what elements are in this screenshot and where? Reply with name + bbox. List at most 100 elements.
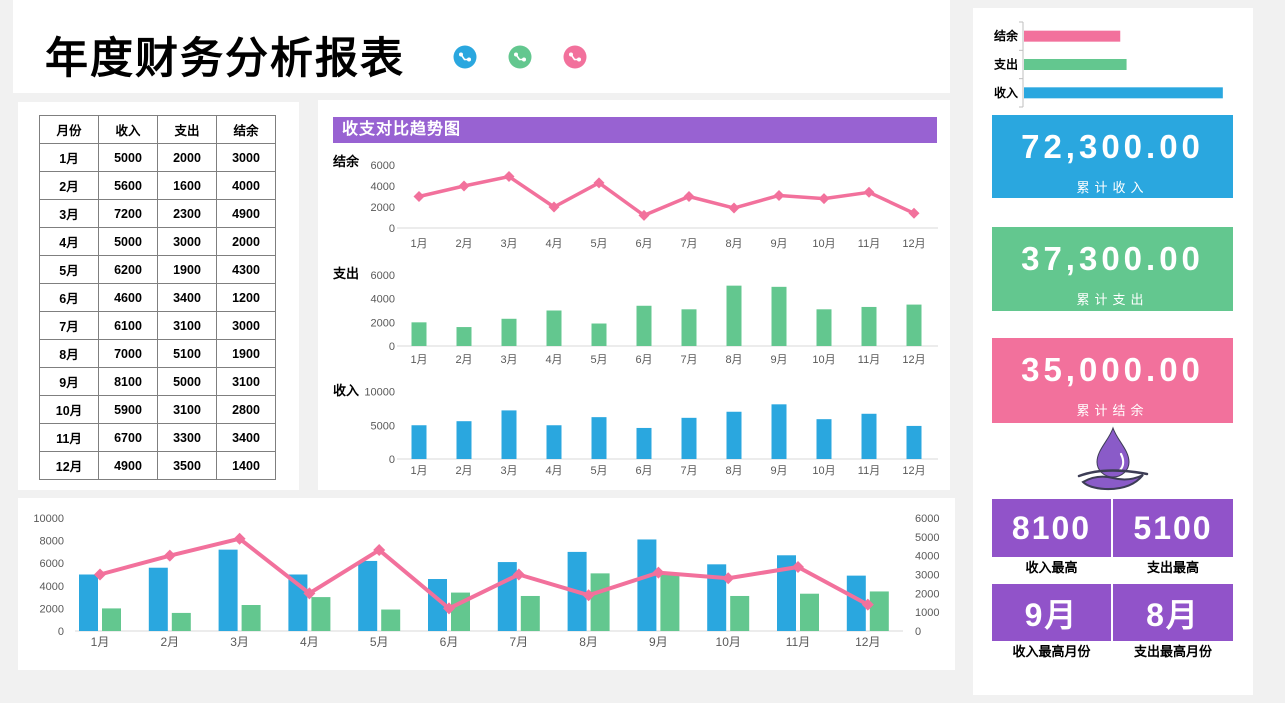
table-cell: 1200 [216, 283, 276, 312]
table-cell: 2800 [216, 395, 276, 424]
svg-text:收入: 收入 [333, 383, 359, 398]
svg-text:2000: 2000 [371, 317, 395, 329]
page-title: 年度财务分析报表 [45, 35, 405, 83]
svg-text:3月: 3月 [500, 238, 517, 250]
svg-text:6月: 6月 [635, 465, 652, 477]
svg-text:2000: 2000 [371, 202, 395, 214]
svg-text:8月: 8月 [725, 465, 742, 477]
title-panel: 年度财务分析报表 [13, 0, 950, 93]
total-balance-card: 35,000.00 累计结余 [992, 338, 1233, 423]
table-cell: 5000 [98, 227, 158, 256]
svg-text:6月: 6月 [635, 238, 652, 250]
col-header-income: 收入 [98, 115, 158, 144]
svg-text:1月: 1月 [410, 238, 427, 250]
table-row: 1月 5000 2000 3000 [39, 143, 276, 172]
svg-text:3月: 3月 [500, 354, 517, 366]
table-cell: 2300 [157, 199, 217, 228]
table-cell: 5100 [157, 339, 217, 368]
combo-chart-panel: 0 2000 4000 6000 8000 10000 0 1000 2000 3000 4000 5… [18, 498, 955, 670]
svg-text:2月: 2月 [455, 238, 472, 250]
trend-panel-title: 收支对比趋势图 [333, 117, 937, 143]
table-row: 8月 7000 5100 1900 [39, 339, 276, 368]
table-row: 3月 7200 2300 4900 [39, 199, 276, 228]
summary-panel: 结余 支出 收入 72,300.00 累计收入 37,300.00 累计支出 35,… [973, 8, 1253, 695]
svg-text:1月: 1月 [410, 465, 427, 477]
trend-charts-panel: 收支对比趋势图 结余 0 2000 4000 6000 1月 2月 3月 4月 5月 6月 7月 8月 9… [318, 100, 950, 490]
svg-text:支出: 支出 [332, 266, 359, 281]
table-row: 4月 5000 3000 2000 [39, 227, 276, 256]
table-row: 9月 8100 5000 3100 [39, 367, 276, 396]
max-income-month-card: 9月 [992, 584, 1111, 641]
svg-text:收入: 收入 [994, 85, 1018, 100]
svg-text:6000: 6000 [371, 160, 395, 172]
trend-mini-charts: 结余 0 2000 4000 6000 1月 2月 3月 4月 5月 6月 7月 8月 9月 10月 11月 1… [332, 154, 938, 477]
table-cell: 3400 [216, 423, 276, 452]
trend-line-icon-green[interactable] [508, 45, 532, 69]
total-expense-value: 37,300.00 [1021, 240, 1204, 277]
total-balance-value: 35,000.00 [1021, 351, 1204, 388]
table-cell: 12月 [39, 451, 99, 480]
table-cell: 5月 [39, 255, 99, 284]
table-cell: 3100 [157, 395, 217, 424]
svg-text:5月: 5月 [590, 465, 607, 477]
trend-line-icon-blue[interactable] [453, 45, 477, 69]
svg-text:结余: 结余 [333, 154, 360, 169]
total-income-card: 72,300.00 累计收入 [992, 115, 1233, 198]
table-cell: 7月 [39, 311, 99, 340]
svg-text:10000: 10000 [364, 387, 395, 399]
svg-text:7月: 7月 [680, 354, 697, 366]
max-expense-card: 5100 [1113, 499, 1233, 557]
table-cell: 4900 [98, 451, 158, 480]
svg-text:12月: 12月 [902, 238, 925, 250]
table-cell: 5000 [157, 367, 217, 396]
svg-text:2月: 2月 [160, 635, 179, 649]
table-cell: 5000 [98, 143, 158, 172]
table-cell: 6月 [39, 283, 99, 312]
svg-text:4000: 4000 [371, 181, 395, 193]
svg-text:6月: 6月 [440, 635, 459, 649]
svg-text:10月: 10月 [812, 465, 835, 477]
table-row: 5月 6200 1900 4300 [39, 255, 276, 284]
table-cell: 10月 [39, 395, 99, 424]
svg-text:4月: 4月 [545, 238, 562, 250]
table-cell: 3300 [157, 423, 217, 452]
svg-text:4000: 4000 [40, 581, 64, 593]
svg-text:10月: 10月 [812, 238, 835, 250]
svg-text:结余: 结余 [994, 28, 1019, 43]
svg-text:11月: 11月 [858, 238, 880, 250]
table-cell: 1600 [157, 171, 217, 200]
table-cell: 3000 [216, 143, 276, 172]
table-cell: 3500 [157, 451, 217, 480]
svg-text:0: 0 [58, 626, 64, 638]
table-cell: 3月 [39, 199, 99, 228]
max-expense-month-caption: 支出最高月份 [1133, 644, 1212, 659]
table-cell: 6700 [98, 423, 158, 452]
svg-text:6000: 6000 [371, 270, 395, 282]
svg-text:3月: 3月 [230, 635, 249, 649]
table-cell: 4月 [39, 227, 99, 256]
svg-text:12月: 12月 [902, 354, 925, 366]
svg-text:0: 0 [389, 454, 395, 466]
svg-text:4000: 4000 [915, 551, 939, 563]
svg-text:4000: 4000 [371, 294, 395, 306]
table-cell: 3000 [157, 227, 217, 256]
col-header-expense: 支出 [157, 115, 217, 144]
table-cell: 3100 [216, 367, 276, 396]
svg-text:4月: 4月 [545, 354, 562, 366]
col-header-month: 月份 [39, 115, 99, 144]
table-row: 12月 4900 3500 1400 [39, 451, 276, 480]
table-row: 7月 6100 3100 3000 [39, 311, 276, 340]
table-cell: 4300 [216, 255, 276, 284]
svg-text:支出: 支出 [993, 56, 1018, 71]
table-cell: 8100 [98, 367, 158, 396]
table-cell: 2月 [39, 171, 99, 200]
svg-text:8月: 8月 [579, 635, 598, 649]
svg-text:12月: 12月 [902, 465, 925, 477]
table-row: 11月 6700 3300 3400 [39, 423, 276, 452]
svg-text:8月: 8月 [725, 354, 742, 366]
svg-text:9月: 9月 [770, 238, 787, 250]
monthly-finance-table: 月份 收入 支出 结余 1月 5000 2000 3000 2月 5600 1600 4000… [39, 115, 276, 480]
svg-text:2月: 2月 [455, 465, 472, 477]
trend-line-icon-pink[interactable] [563, 45, 587, 69]
